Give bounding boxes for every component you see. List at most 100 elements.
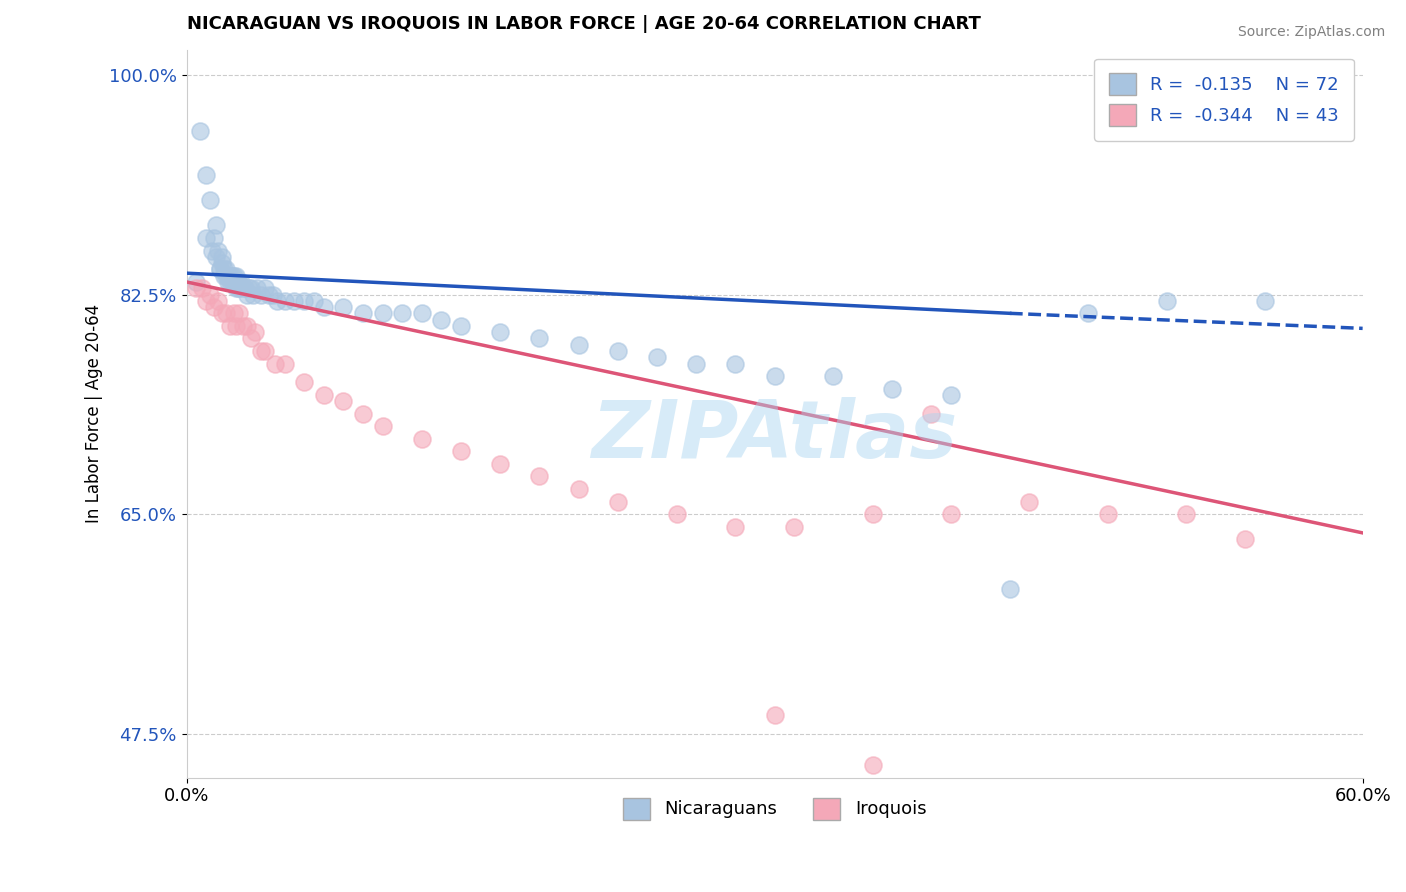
Text: ZIPAtlas: ZIPAtlas — [592, 397, 957, 475]
Point — [231, 275, 253, 289]
Point — [218, 268, 240, 283]
Point — [211, 250, 233, 264]
Point — [215, 268, 238, 283]
Point — [685, 357, 707, 371]
Point — [250, 343, 273, 358]
Point — [302, 293, 325, 308]
Point — [211, 256, 233, 270]
Point — [606, 343, 628, 358]
Point — [371, 306, 394, 320]
Point — [240, 331, 263, 345]
Point — [188, 124, 211, 138]
Point — [332, 300, 354, 314]
Point — [939, 507, 962, 521]
Point — [568, 482, 591, 496]
Point — [862, 758, 884, 772]
Point — [211, 306, 233, 320]
Point — [238, 281, 260, 295]
Point — [352, 306, 374, 320]
Point — [724, 519, 747, 533]
Point — [411, 306, 433, 320]
Point — [195, 169, 218, 183]
Point — [1234, 532, 1257, 546]
Point — [273, 357, 295, 371]
Text: Source: ZipAtlas.com: Source: ZipAtlas.com — [1237, 25, 1385, 39]
Point — [489, 457, 512, 471]
Point — [222, 275, 245, 289]
Point — [236, 318, 259, 333]
Point — [1018, 494, 1040, 508]
Point — [205, 219, 228, 233]
Point — [529, 469, 551, 483]
Point — [450, 318, 472, 333]
Point — [430, 312, 453, 326]
Point — [207, 293, 229, 308]
Point — [411, 432, 433, 446]
Point — [292, 376, 315, 390]
Point — [783, 519, 806, 533]
Point — [243, 325, 266, 339]
Point — [221, 268, 243, 283]
Point — [217, 268, 239, 283]
Point — [232, 281, 254, 295]
Point — [645, 350, 668, 364]
Point — [312, 388, 335, 402]
Point — [250, 287, 273, 301]
Point — [225, 268, 247, 283]
Point — [222, 306, 245, 320]
Point — [763, 369, 786, 384]
Point — [202, 300, 225, 314]
Point — [263, 357, 285, 371]
Point — [1156, 293, 1178, 308]
Point — [186, 281, 208, 295]
Point — [763, 707, 786, 722]
Point — [1175, 507, 1198, 521]
Point — [371, 419, 394, 434]
Legend: Nicaraguans, Iroquois: Nicaraguans, Iroquois — [616, 790, 934, 827]
Point — [218, 318, 240, 333]
Point — [235, 281, 257, 295]
Point — [253, 281, 276, 295]
Point — [198, 287, 221, 301]
Point — [218, 275, 240, 289]
Point — [222, 268, 245, 283]
Point — [352, 407, 374, 421]
Point — [195, 293, 218, 308]
Point — [221, 275, 243, 289]
Point — [226, 275, 249, 289]
Text: NICARAGUAN VS IROQUOIS IN LABOR FORCE | AGE 20-64 CORRELATION CHART: NICARAGUAN VS IROQUOIS IN LABOR FORCE | … — [187, 15, 980, 33]
Point — [939, 388, 962, 402]
Point — [312, 300, 335, 314]
Point — [489, 325, 512, 339]
Point — [232, 318, 254, 333]
Point — [724, 357, 747, 371]
Point — [266, 293, 288, 308]
Point — [240, 281, 263, 295]
Point — [226, 281, 249, 295]
Point — [1097, 507, 1119, 521]
Point — [207, 244, 229, 258]
Point — [191, 281, 214, 295]
Point — [228, 306, 250, 320]
Point — [823, 369, 845, 384]
Point — [205, 250, 228, 264]
Point — [225, 281, 247, 295]
Point — [862, 507, 884, 521]
Point — [208, 262, 231, 277]
Point — [568, 337, 591, 351]
Point — [242, 287, 264, 301]
Point — [236, 287, 259, 301]
Point — [262, 287, 284, 301]
Point — [450, 444, 472, 458]
Point — [195, 231, 218, 245]
Point — [882, 382, 904, 396]
Point — [606, 494, 628, 508]
Point — [529, 331, 551, 345]
Point — [246, 281, 269, 295]
Point — [198, 194, 221, 208]
Point — [186, 275, 208, 289]
Point — [253, 343, 276, 358]
Point — [391, 306, 413, 320]
Point — [283, 293, 305, 308]
Point — [215, 262, 238, 277]
